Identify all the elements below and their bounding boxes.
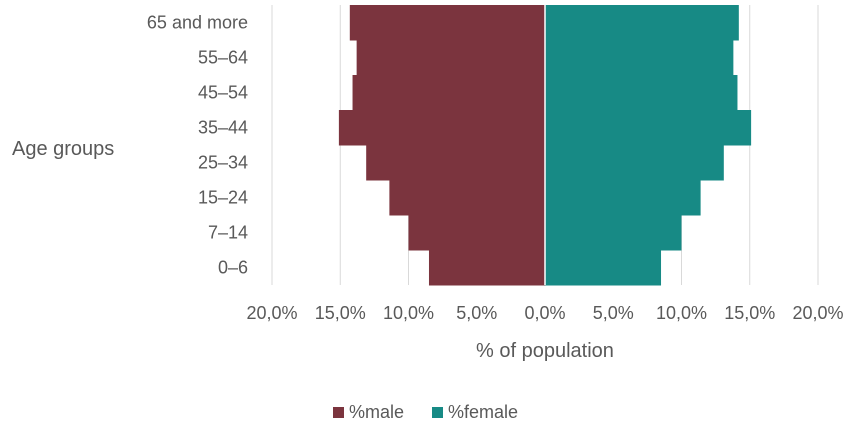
y-tick-label: 15–24	[198, 188, 248, 208]
x-tick-label: 20,0%	[246, 303, 297, 323]
x-tick-label: 0,0%	[524, 303, 565, 323]
x-tick-label: 5,0%	[593, 303, 634, 323]
axes: 0–6 7–14 15–24 25–34 35–44 45–54 55–64 65 and m…	[147, 5, 844, 323]
male-bar	[338, 110, 545, 146]
y-tick-label: 7–14	[208, 223, 248, 243]
legend-label: %female	[448, 402, 518, 422]
y-tick-label: 0–6	[218, 258, 248, 278]
legend-swatch	[333, 407, 344, 418]
y-tick-label: 35–44	[198, 118, 248, 138]
x-tick-label: 20,0%	[792, 303, 843, 323]
male-bar	[366, 145, 545, 181]
legend-label: %male	[349, 402, 404, 422]
male-bar	[349, 5, 545, 41]
x-tick-label: 10,0%	[383, 303, 434, 323]
male-bar	[356, 40, 545, 76]
female-bar	[545, 180, 701, 216]
female-bar	[545, 250, 662, 286]
y-axis-title: Age groups	[12, 138, 114, 160]
bars	[338, 5, 752, 286]
x-tick-label: 5,0%	[456, 303, 497, 323]
male-bar	[389, 180, 545, 216]
legend-swatch	[432, 407, 443, 418]
y-tick-label: 65 and more	[147, 13, 248, 33]
female-bar	[545, 145, 724, 181]
y-tick-label: 55–64	[198, 48, 248, 68]
female-bar	[545, 5, 739, 41]
female-bar	[545, 110, 752, 146]
female-bar	[545, 215, 682, 251]
female-bar	[545, 75, 738, 111]
x-axis-title: % of population	[476, 340, 614, 362]
y-tick-label: 25–34	[198, 153, 248, 173]
male-bar	[408, 215, 545, 251]
male-bar	[352, 75, 545, 111]
x-tick-label: 15,0%	[724, 303, 775, 323]
y-tick-label: 45–54	[198, 83, 248, 103]
x-tick-label: 10,0%	[656, 303, 707, 323]
female-bar	[545, 40, 734, 76]
x-tick-label: 15,0%	[315, 303, 366, 323]
legend: %male %female	[333, 402, 518, 422]
male-bar	[428, 250, 545, 286]
